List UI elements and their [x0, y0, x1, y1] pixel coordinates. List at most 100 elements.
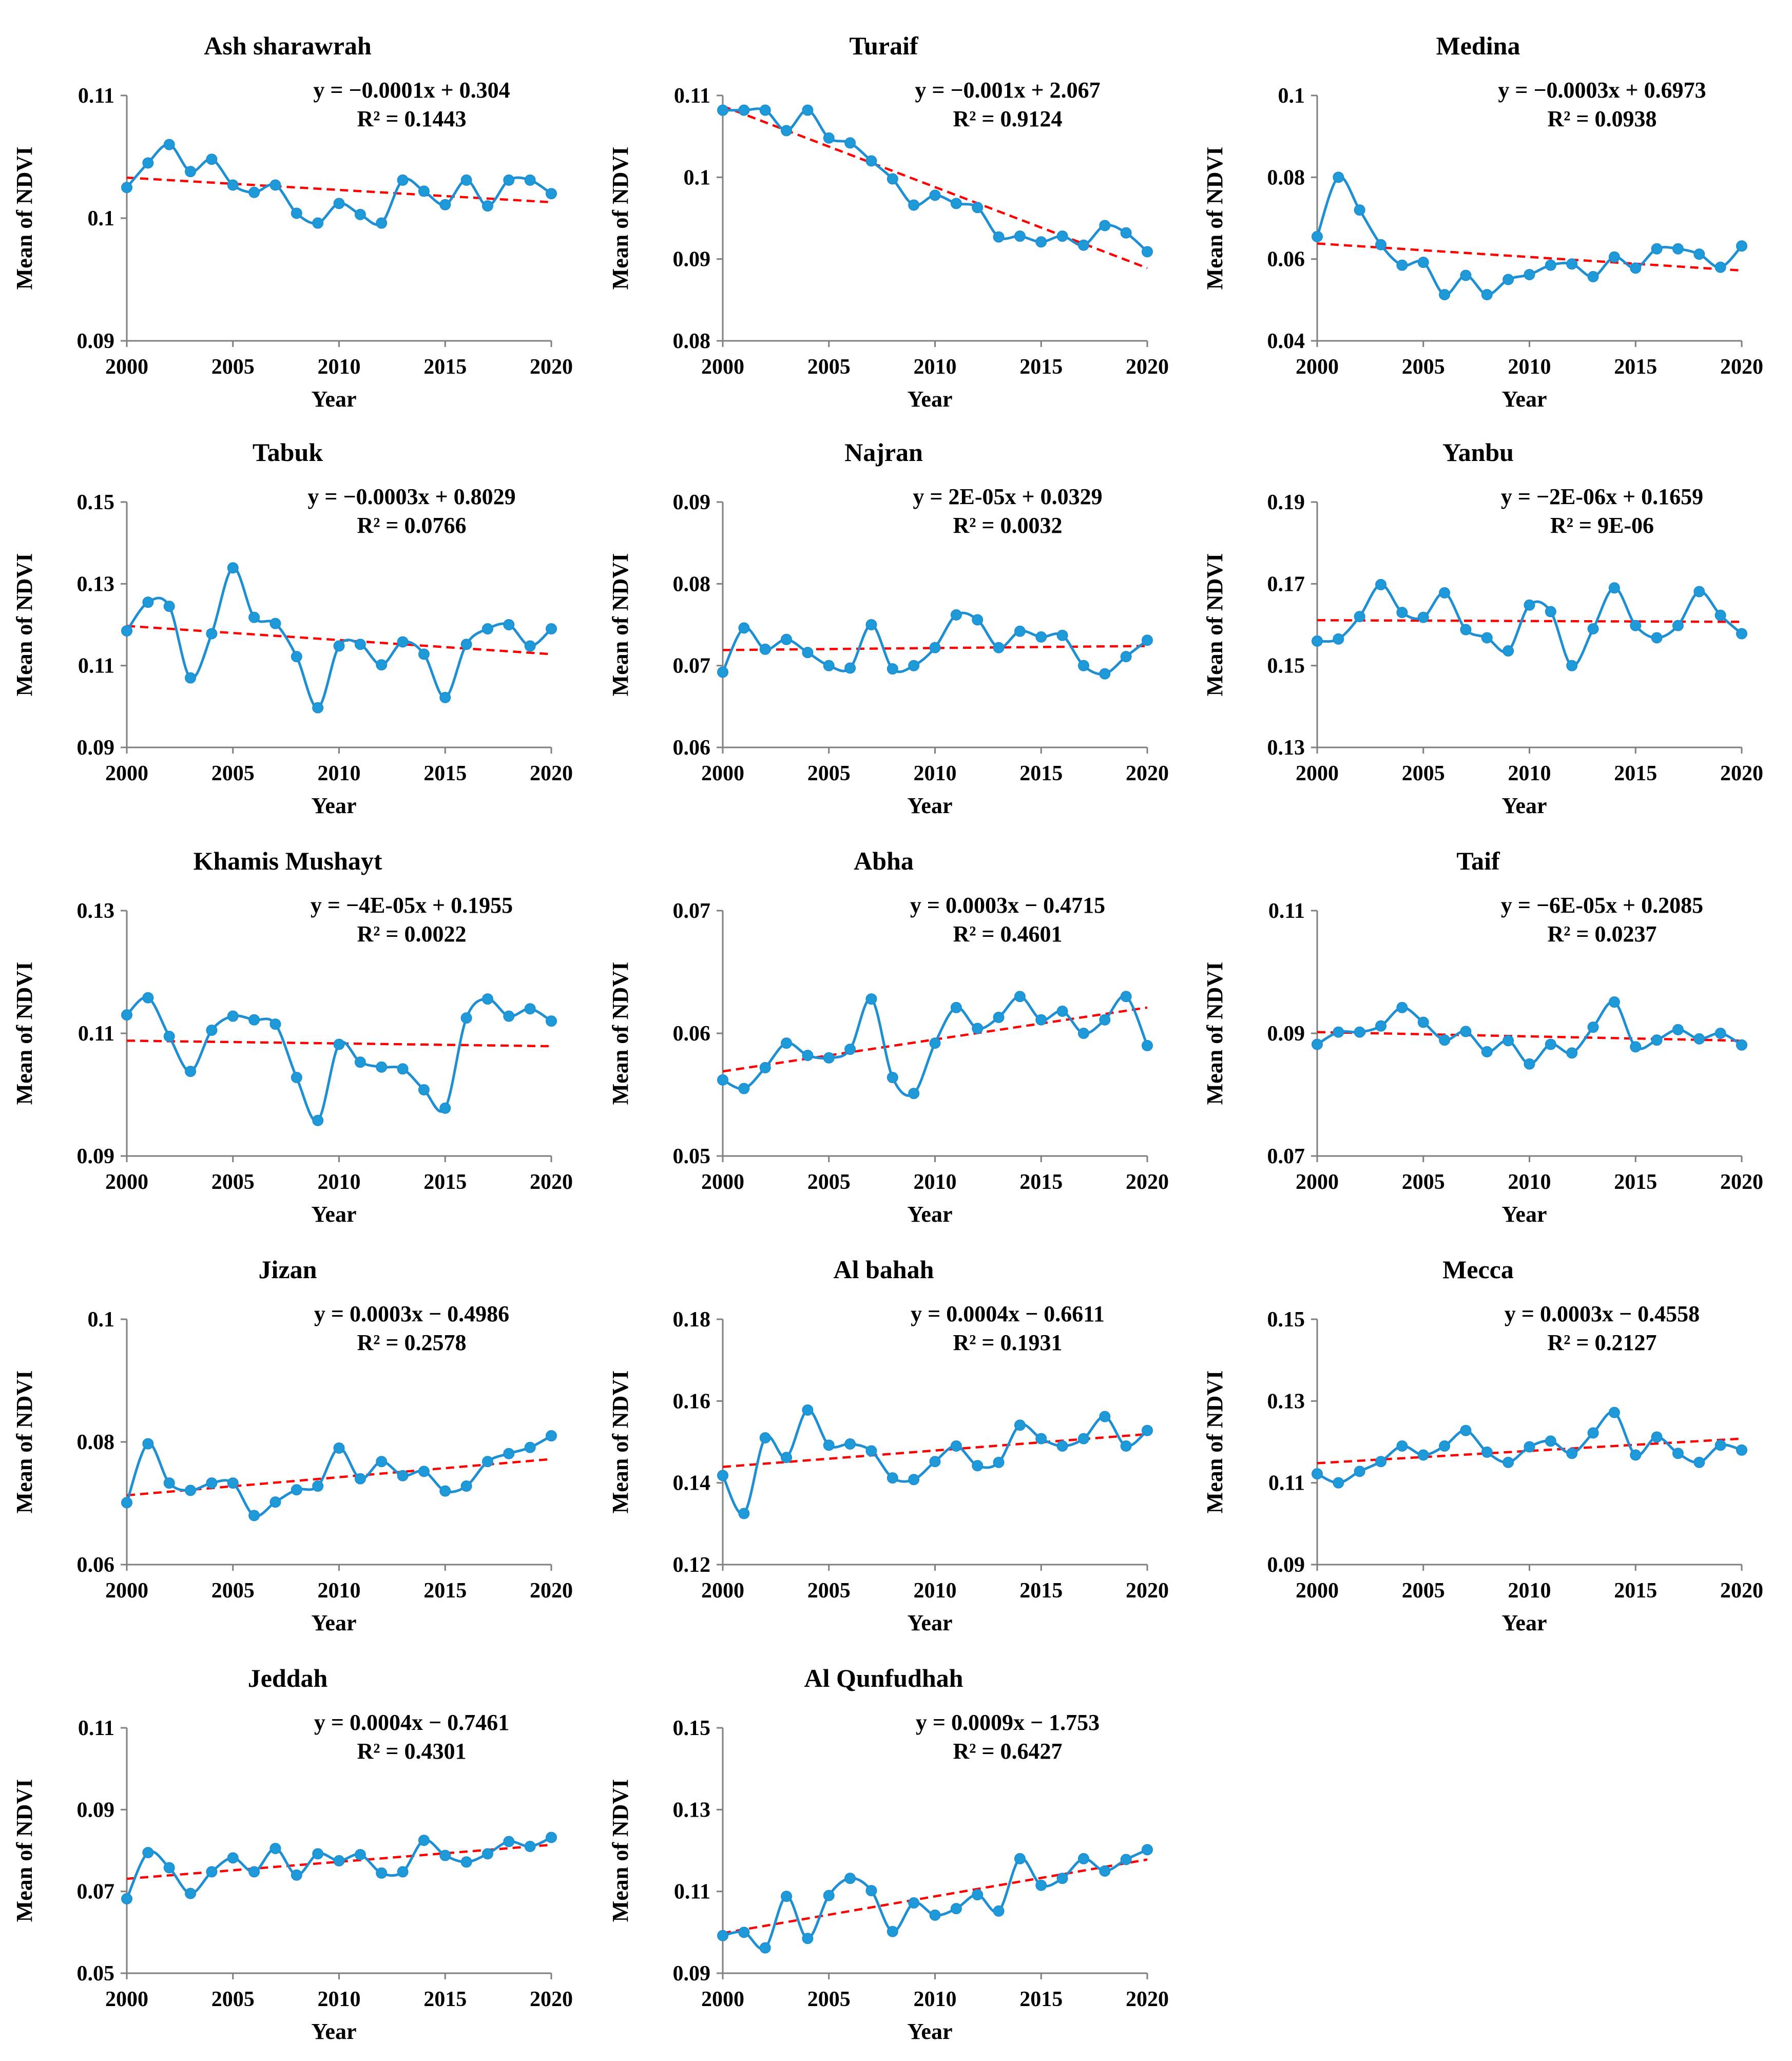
- chart-jizan: Jizan 0.06 0.08 0.1 2000 2005 2010 2015 2020 Year…: [12, 1255, 573, 1635]
- data-point: [481, 993, 493, 1005]
- data-point: [844, 137, 856, 149]
- data-point: [1439, 1440, 1451, 1452]
- chart-jeddah: Jeddah 0.05 0.07 0.09 0.11 2000 2005 2010 2015 20…: [12, 1664, 573, 2044]
- x-axis-label: Year: [1502, 1610, 1547, 1635]
- data-point: [1077, 239, 1089, 251]
- y-tick-label: 0.08: [673, 572, 711, 596]
- x-axis-label: Year: [908, 1202, 953, 1227]
- data-point: [503, 1448, 515, 1459]
- data-point: [1566, 258, 1578, 270]
- data-point: [354, 1473, 366, 1485]
- y-tick-label: 0.07: [1267, 1145, 1305, 1168]
- x-tick-label: 2015: [423, 1988, 467, 2011]
- data-point: [1524, 1058, 1535, 1070]
- data-point: [887, 1072, 898, 1084]
- data-point: [376, 217, 388, 229]
- y-tick-label: 0.1: [684, 166, 711, 189]
- x-tick-label: 2020: [530, 355, 573, 379]
- data-point: [1056, 1005, 1068, 1017]
- x-axis-label: Year: [908, 387, 953, 412]
- data-point: [781, 1037, 793, 1049]
- chart-title: Khamis Mushayt: [193, 846, 382, 875]
- data-point: [206, 1477, 218, 1489]
- data-point: [972, 1023, 984, 1034]
- data-point: [759, 1942, 771, 1954]
- data-point: [1587, 623, 1599, 634]
- data-point: [418, 185, 430, 197]
- data-point: [227, 562, 239, 574]
- data-point: [354, 639, 366, 650]
- y-tick-label: 0.13: [77, 572, 115, 596]
- y-tick-label: 0.09: [673, 491, 711, 514]
- data-point: [1736, 1039, 1747, 1051]
- x-tick-label: 2005: [1402, 1170, 1445, 1194]
- data-point: [333, 1855, 345, 1866]
- data-point: [248, 186, 260, 198]
- data-point: [1651, 632, 1663, 644]
- y-tick-label: 0.1: [88, 207, 115, 230]
- x-tick-label: 2020: [1126, 762, 1169, 785]
- trend-equation: y = −0.001x + 2.067: [915, 78, 1100, 103]
- data-point: [121, 1497, 132, 1509]
- trend-equation: y = 0.0004x − 0.6611: [911, 1301, 1105, 1326]
- x-tick-label: 2020: [1126, 1988, 1169, 2011]
- x-tick-label: 2005: [211, 355, 255, 379]
- data-point: [1566, 1448, 1578, 1459]
- chart-turaif: Turaif 0.08 0.09 0.1 0.11 2000 2005 2010 2015 202…: [608, 31, 1169, 412]
- data-point: [1608, 582, 1620, 594]
- data-point: [312, 702, 324, 714]
- data-point: [460, 1856, 472, 1868]
- data-point: [929, 1909, 941, 1921]
- data-point: [717, 1930, 728, 1941]
- data-point: [802, 104, 814, 116]
- data-point: [993, 1456, 1005, 1468]
- data-point: [865, 1885, 877, 1897]
- y-tick-label: 0.05: [673, 1145, 711, 1168]
- data-point: [460, 1012, 472, 1024]
- data-point: [1587, 1427, 1599, 1439]
- data-point: [524, 640, 536, 652]
- x-tick-label: 2015: [1614, 762, 1657, 785]
- data-point: [546, 1015, 557, 1027]
- y-axis-label: Mean of NDVI: [12, 1371, 37, 1514]
- x-tick-label: 2005: [211, 1170, 255, 1194]
- data-point: [227, 1010, 239, 1022]
- data-point: [950, 1001, 962, 1013]
- data-point: [376, 1867, 388, 1879]
- data-point: [1566, 1047, 1578, 1059]
- data-point: [1545, 1038, 1556, 1050]
- x-tick-label: 2010: [914, 762, 957, 785]
- y-tick-label: 0.1: [88, 1308, 115, 1332]
- data-point: [1099, 1411, 1111, 1422]
- data-point: [1502, 274, 1514, 285]
- data-point: [1077, 660, 1089, 671]
- data-point: [1014, 991, 1026, 1003]
- data-point: [1333, 1477, 1344, 1489]
- trend-r-squared: R² = 0.2127: [1547, 1330, 1656, 1355]
- data-point: [1502, 645, 1514, 657]
- data-point: [163, 601, 175, 612]
- x-tick-label: 2020: [1720, 1170, 1763, 1194]
- trend-r-squared: R² = 0.0032: [953, 513, 1062, 538]
- data-point: [142, 1846, 154, 1858]
- y-tick-label: 0.06: [673, 1022, 711, 1046]
- x-tick-label: 2015: [423, 1579, 467, 1603]
- trend-equation: y = −0.0003x + 0.6973: [1498, 78, 1706, 103]
- x-tick-label: 2000: [105, 762, 148, 785]
- data-point: [227, 1852, 239, 1864]
- data-point: [844, 1438, 856, 1450]
- y-tick-label: 0.17: [1267, 572, 1305, 596]
- data-point: [524, 174, 536, 186]
- trend-equation: y = 0.0003x − 0.4986: [314, 1301, 509, 1326]
- trend-r-squared: R² = 0.0938: [1547, 106, 1656, 131]
- data-point: [887, 1472, 898, 1484]
- x-tick-label: 2020: [1720, 762, 1763, 785]
- data-point: [227, 179, 239, 191]
- data-point: [1396, 607, 1408, 619]
- y-axis-label: Mean of NDVI: [608, 553, 633, 697]
- y-tick-label: 0.15: [1267, 654, 1305, 678]
- data-point: [908, 1474, 920, 1486]
- data-point: [1312, 1038, 1323, 1050]
- x-tick-label: 2000: [1296, 1579, 1339, 1603]
- data-point: [929, 189, 941, 201]
